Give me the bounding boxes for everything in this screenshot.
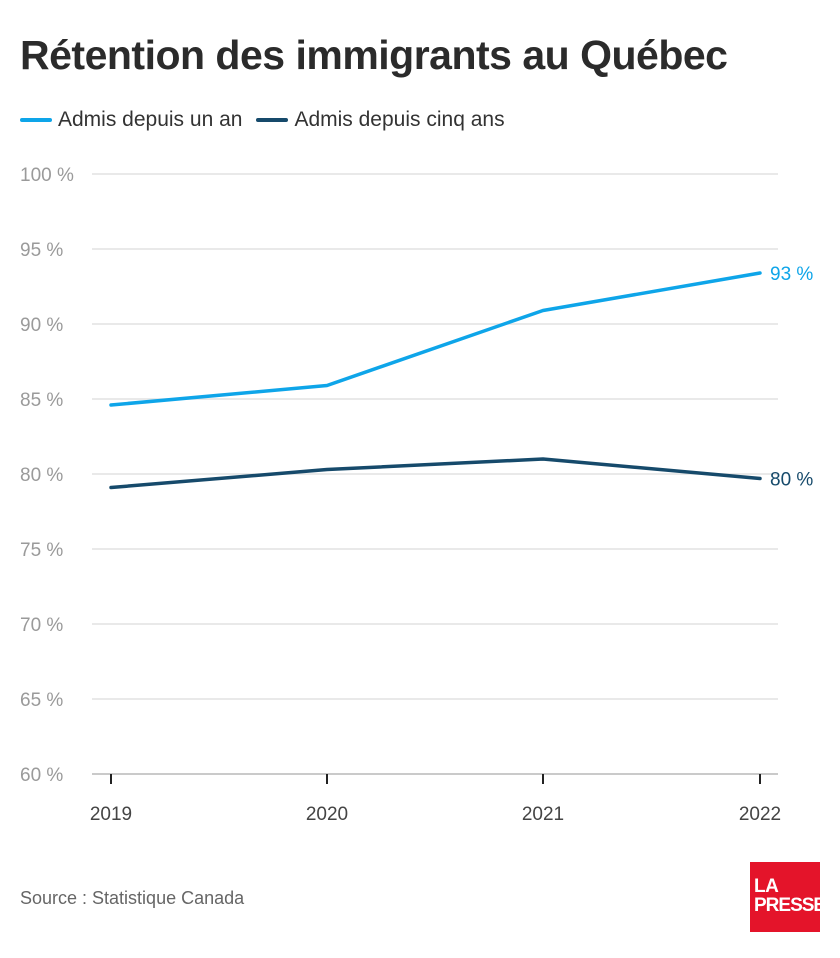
legend-item-series-2: Admis depuis cinq ans xyxy=(256,108,505,132)
source-note: Source : Statistique Canada xyxy=(20,888,245,908)
y-tick-label: 90 % xyxy=(20,315,63,336)
x-tick-label: 2021 xyxy=(522,804,564,825)
y-tick-label: 60 % xyxy=(20,765,63,786)
y-tick-label: 75 % xyxy=(20,540,63,561)
x-tick-label: 2020 xyxy=(306,804,348,825)
logo-line-1: LA xyxy=(754,876,779,897)
series-line-2 xyxy=(109,457,762,490)
y-tick-label: 70 % xyxy=(20,615,63,636)
y-tick-label: 95 % xyxy=(20,240,63,261)
chart-legend: Admis depuis un an Admis depuis cinq ans xyxy=(20,108,519,132)
legend-label-series-1: Admis depuis un an xyxy=(58,108,243,131)
end-label-series-2: 80 % xyxy=(770,470,813,491)
y-tick-label: 80 % xyxy=(20,465,63,486)
y-tick-label: 85 % xyxy=(20,390,63,411)
legend-label-series-2: Admis depuis cinq ans xyxy=(294,108,505,131)
la-presse-logo: LA PRESSE xyxy=(750,862,826,932)
line-chart: 60 % 65 % 70 % 75 % 80 % 85 % 90 % 95 % 100 % 201… xyxy=(20,165,813,825)
logo-line-2: PRESSE xyxy=(754,895,826,916)
end-label-series-1: 93 % xyxy=(770,264,813,285)
x-tick-label: 2019 xyxy=(90,804,132,825)
legend-swatch-series-2 xyxy=(256,118,289,122)
y-tick-label: 65 % xyxy=(20,690,63,711)
series-line-1 xyxy=(109,271,762,407)
legend-item-series-1: Admis depuis un an xyxy=(20,108,242,132)
chart-title: Rétention des immigrants au Québec xyxy=(20,32,728,78)
y-tick-label: 100 % xyxy=(20,165,74,186)
legend-swatch-series-1 xyxy=(20,118,52,122)
x-tick-label: 2022 xyxy=(739,804,781,825)
